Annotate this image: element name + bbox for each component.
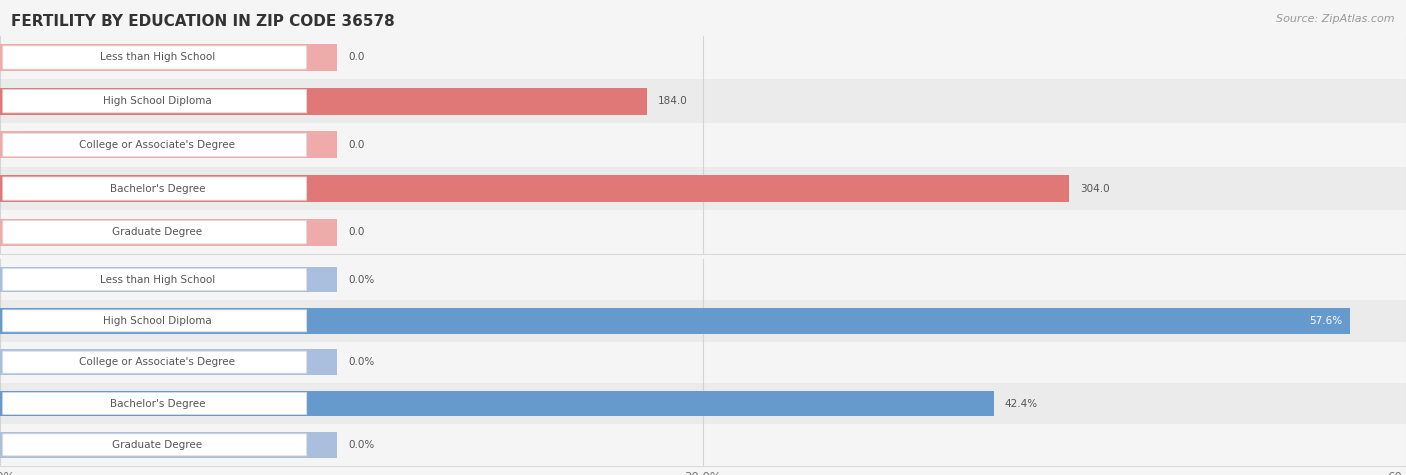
Bar	[0, 383, 1406, 424]
Bar	[0, 131, 337, 159]
FancyBboxPatch shape	[3, 177, 307, 200]
Bar	[0, 218, 337, 246]
Text: 0.0%: 0.0%	[349, 357, 375, 367]
Bar	[0, 167, 1406, 210]
Text: 0.0%: 0.0%	[349, 440, 375, 450]
Text: FERTILITY BY EDUCATION IN ZIP CODE 36578: FERTILITY BY EDUCATION IN ZIP CODE 36578	[11, 14, 395, 29]
FancyBboxPatch shape	[3, 268, 307, 291]
Bar	[0, 123, 1406, 167]
FancyBboxPatch shape	[3, 434, 307, 456]
FancyBboxPatch shape	[3, 133, 307, 156]
Text: 184.0: 184.0	[658, 96, 688, 106]
Bar	[0, 391, 994, 416]
Bar	[0, 79, 1406, 123]
Bar	[0, 350, 337, 375]
Text: Source: ZipAtlas.com: Source: ZipAtlas.com	[1277, 14, 1395, 24]
FancyBboxPatch shape	[3, 46, 307, 69]
Bar	[0, 342, 1406, 383]
Bar	[0, 432, 337, 457]
Bar	[0, 424, 1406, 466]
Bar	[0, 87, 647, 115]
Text: College or Associate's Degree: College or Associate's Degree	[80, 357, 235, 367]
FancyBboxPatch shape	[3, 392, 307, 415]
Text: 0.0: 0.0	[349, 140, 366, 150]
Text: Graduate Degree: Graduate Degree	[112, 440, 202, 450]
Text: 304.0: 304.0	[1080, 183, 1109, 194]
Text: Bachelor's Degree: Bachelor's Degree	[110, 399, 205, 408]
Text: Graduate Degree: Graduate Degree	[112, 227, 202, 238]
Bar	[0, 175, 1069, 202]
Bar	[0, 308, 1350, 333]
Text: College or Associate's Degree: College or Associate's Degree	[80, 140, 235, 150]
Text: High School Diploma: High School Diploma	[103, 316, 212, 326]
Bar	[0, 36, 1406, 79]
Bar	[0, 259, 1406, 300]
Text: 0.0%: 0.0%	[349, 275, 375, 285]
Text: High School Diploma: High School Diploma	[103, 96, 212, 106]
Bar	[0, 300, 1406, 342]
Text: Less than High School: Less than High School	[100, 52, 215, 63]
Bar	[0, 267, 337, 292]
FancyBboxPatch shape	[3, 310, 307, 332]
Text: 57.6%: 57.6%	[1309, 316, 1343, 326]
Text: 0.0: 0.0	[349, 227, 366, 238]
Text: Bachelor's Degree: Bachelor's Degree	[110, 183, 205, 194]
Bar	[0, 44, 337, 71]
FancyBboxPatch shape	[3, 221, 307, 244]
Bar	[0, 210, 1406, 254]
FancyBboxPatch shape	[3, 90, 307, 113]
Text: Less than High School: Less than High School	[100, 275, 215, 285]
Text: 0.0: 0.0	[349, 52, 366, 63]
FancyBboxPatch shape	[3, 351, 307, 373]
Text: 42.4%: 42.4%	[1005, 399, 1038, 408]
